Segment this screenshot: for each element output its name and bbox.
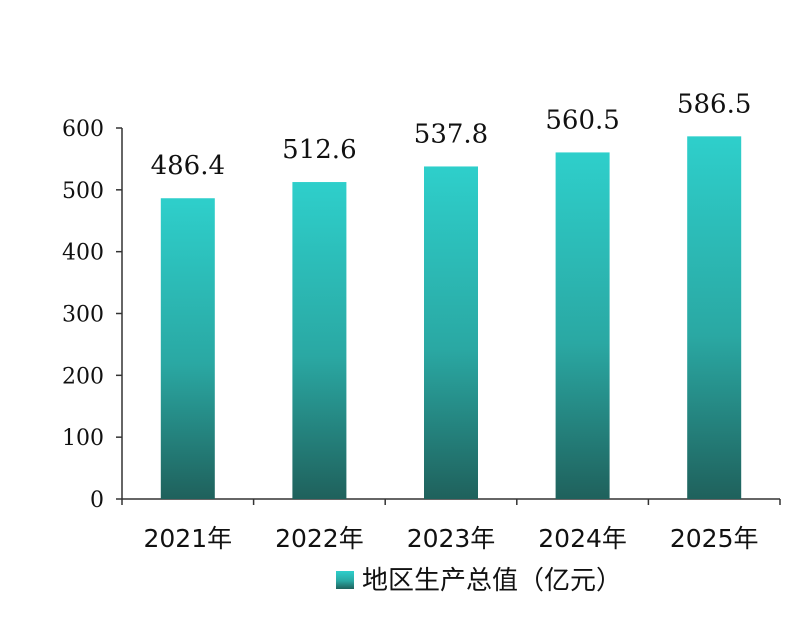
x-tick-label: 2025年 xyxy=(670,524,759,553)
x-tick-label: 2024年 xyxy=(538,524,627,553)
x-tick-label: 2022年 xyxy=(275,524,364,553)
labels-group: 486.4 2021年 512.6 2022年 537.8 2023年 560.5 2024年… xyxy=(143,89,758,553)
data-label: 537.8 xyxy=(414,119,488,149)
bars-group xyxy=(160,136,742,499)
y-tick-label: 600 xyxy=(62,117,104,142)
axes-group: 0 100 200 300 400 500 600 xyxy=(62,117,781,513)
y-tick-label: 100 xyxy=(62,426,104,451)
bar xyxy=(687,136,742,499)
y-tick-label: 200 xyxy=(62,364,104,389)
x-tick-label: 2023年 xyxy=(407,524,496,553)
bar xyxy=(292,182,347,499)
bar xyxy=(160,198,215,499)
y-tick-label: 500 xyxy=(62,179,104,204)
legend: 地区生产总值（亿元） xyxy=(336,566,622,596)
data-label: 512.6 xyxy=(282,135,356,165)
data-label: 560.5 xyxy=(545,105,619,135)
y-tick-label: 300 xyxy=(62,303,104,328)
legend-label: 地区生产总值（亿元） xyxy=(362,566,622,596)
data-label: 486.4 xyxy=(151,151,225,181)
bar xyxy=(555,152,610,499)
legend-swatch xyxy=(336,571,354,589)
y-tick-label: 0 xyxy=(90,488,104,513)
data-label: 586.5 xyxy=(677,89,751,119)
x-tick-label: 2021年 xyxy=(143,524,232,553)
bar xyxy=(424,166,478,499)
y-tick-label: 400 xyxy=(62,241,104,266)
